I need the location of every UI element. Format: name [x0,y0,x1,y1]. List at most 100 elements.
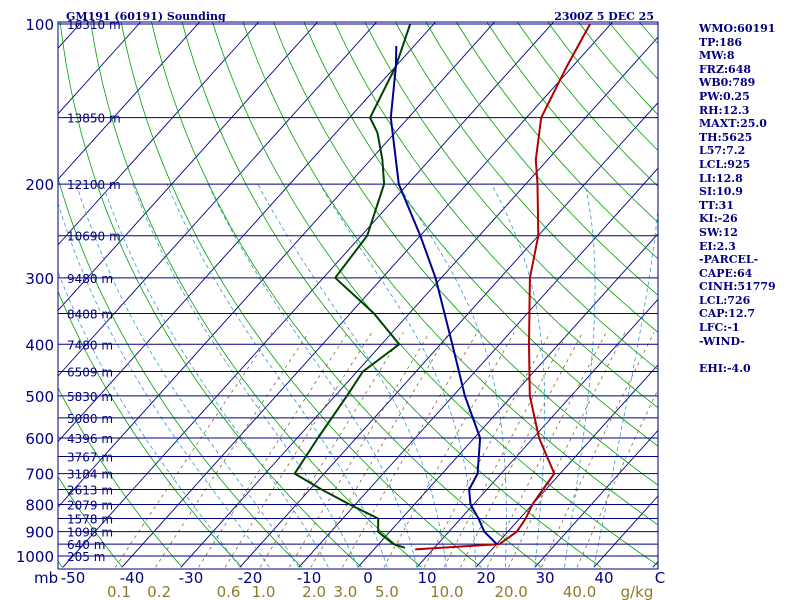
mixing-ratio-tick-label: 0.2 [147,583,171,600]
height-label: 9480 m [67,272,113,286]
height-label: 2079 m [67,498,113,512]
dry-adiabat-line [58,387,183,568]
moist-adiabat-line [76,183,300,568]
mixing-ratio-line [423,332,551,568]
index-li: LI:12.8 [699,171,743,185]
isotherm-line [416,298,658,568]
index-cape: CAPE:64 [699,266,753,280]
mixing-ratio-tick-label: 3.0 [334,583,358,600]
height-label: 12100 m [67,178,121,192]
mixing-ratio-axis: 0.1 0.2 0.6 1.0 2.0 3.0 5.0 10.0 20.0 40.0 [107,583,596,600]
index-rh: RH:12.3 [699,103,750,117]
dewpoint-profile [293,23,412,549]
mixing-ratio-line [155,332,310,568]
isotherm-line [58,22,319,312]
moist-adiabat-line [593,206,658,568]
pressure-tick-label: 900 [25,524,54,542]
index-lfc: LFC:-1 [699,321,740,335]
temperature-tick-label: -40 [120,569,145,587]
temperature-tick-label: 40 [594,569,613,587]
isotherm-line [58,22,260,246]
index-lcl: LCL:925 [699,157,751,171]
isotherm-grid [58,22,658,568]
mixing-ratio-tick-label: 20.0 [494,583,527,600]
temperature-tick-label: -10 [297,569,322,587]
parcel-profile [389,45,498,545]
index-ki: KI:-26 [699,212,738,226]
temperature-axis: -50 -40 -30 -20 -10 0 10 20 30 40 [61,569,614,587]
isotherm-line [58,22,496,508]
isobar-grid [58,23,658,557]
height-label: 5830 m [67,390,113,404]
dry-adiabat-line [58,475,123,568]
index-wbo: WB0:789 [699,76,756,90]
isotherm-line [239,101,658,568]
pressure-tick-label: 100 [25,16,54,34]
index-l57: L57:7.2 [699,144,746,158]
index-parcel-lcl: LCL:726 [699,293,751,307]
mixing-ratio-line [259,332,404,568]
isotherm-line [58,22,142,115]
index-ehi: EHI:-4.0 [699,361,751,375]
mixing-ratio-tick-label: 0.6 [217,583,241,600]
temperature-tick-label: 20 [476,569,495,587]
isotherm-line [534,429,658,568]
pressure-tick-label: 800 [25,496,54,514]
mixing-ratio-tick-label: 0.1 [107,583,131,600]
moist-adiabat-line [207,183,418,568]
mixing-ratio-line [341,332,478,568]
mixing-ratio-line [310,332,450,568]
wind-header: -WIND- [699,334,745,348]
temperature-tick-label: -20 [238,569,263,587]
height-label: 4396 m [67,432,113,446]
moist-adiabat-line [319,183,477,568]
isotherm-line [58,22,201,181]
index-tt: TT:31 [699,198,734,212]
index-ei: EI:2.3 [699,239,736,253]
temperature-tick-label: 0 [363,569,373,587]
height-label: 8408 m [67,307,113,321]
mixing-ratio-line [486,332,607,568]
moist-adiabat-line [58,270,241,568]
height-label: 7480 m [67,338,113,352]
panel-spacer [699,348,799,362]
mixing-ratio-tick-label: 1.0 [252,583,276,600]
height-label: 3767 m [67,450,113,464]
temperature-tick-label: 10 [417,569,436,587]
height-label: 640 m [67,538,105,552]
isotherm-line [58,22,378,377]
mixing-ratio-line [114,332,273,568]
mixing-ratio-line [541,332,655,568]
index-maxt: MAXT:25.0 [699,117,767,131]
mixing-ratio-unit-label: g/kg [621,583,654,600]
pressure-axis: 100 200 300 400 500 600 700 800 900 1000 [16,16,54,566]
index-mw: MW:8 [699,49,735,63]
mixing-ratio-tick-label: 10.0 [430,583,463,600]
height-label: 5080 m [67,412,113,426]
mixing-ratio-line [198,332,349,568]
mixing-ratio-tick-label: 2.0 [302,583,326,600]
temperature-tick-label: -30 [179,569,204,587]
mixing-ratio-line [443,332,569,568]
mixing-ratio-line [460,332,583,568]
isotherm-line [357,233,658,568]
moist-adiabat-line [58,201,270,568]
height-label: 1578 m [67,512,113,526]
index-cinh: CINH:51779 [699,280,776,294]
pressure-tick-label: 500 [25,388,54,406]
pressure-tick-label: 700 [25,466,54,484]
index-th: TH:5625 [699,130,753,144]
pressure-unit-label: mb [34,569,58,587]
height-label: 1098 m [67,526,113,540]
pressure-tick-label: 200 [25,176,54,194]
index-pw: PW:0.25 [699,89,750,103]
indices-panel: WMO:60191 TP:186 MW:8 FRZ:648 WB0:789 PW… [699,22,799,375]
moist-adiabat-line [564,184,596,568]
moist-adiabat-line [166,183,388,568]
chart-title: GM191 (60191) Sounding [66,10,226,23]
height-label: 205 m [67,550,105,564]
isotherm-line [475,364,658,568]
moist-adiabat-line [132,183,359,568]
